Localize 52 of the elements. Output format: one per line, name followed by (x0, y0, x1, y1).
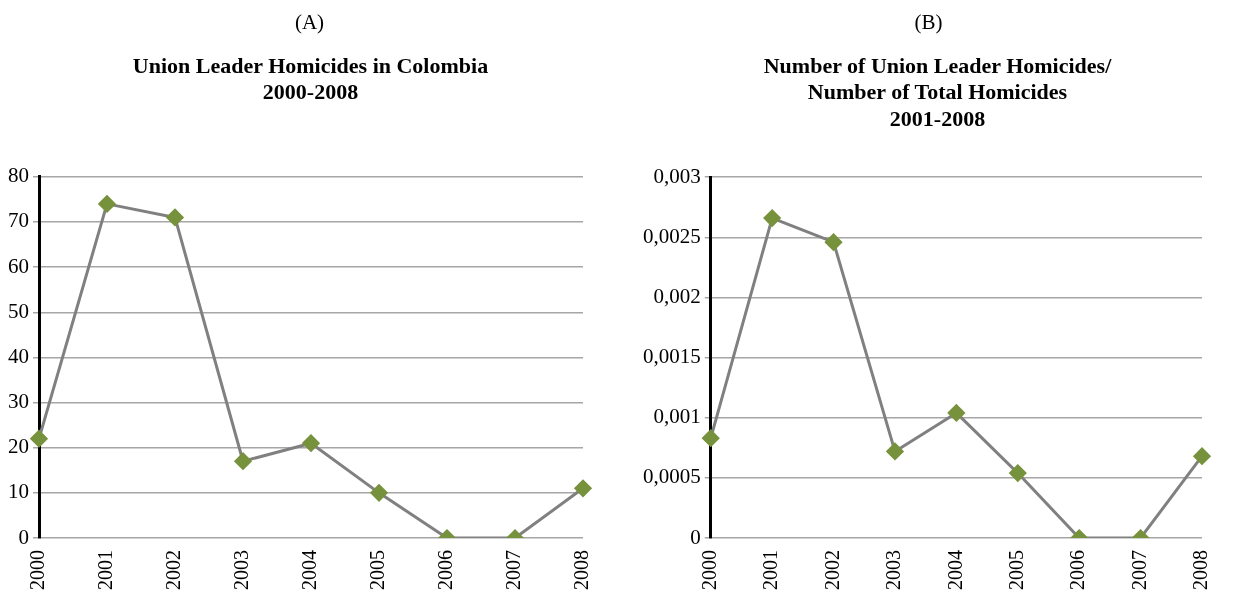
x-tick-label: 2005 (366, 550, 389, 590)
x-tick-label: 2004 (943, 550, 966, 590)
y-tick-label: 0,0015 (643, 344, 701, 369)
x-tick-label: 2007 (502, 550, 525, 590)
y-tick-label: 0,0025 (643, 223, 701, 248)
chart-title: Union Leader Homicides in Colombia 2000-2008 (132, 52, 489, 105)
x-tick-label: 2004 (298, 550, 321, 590)
x-tick-label: 2003 (882, 550, 905, 590)
point (574, 479, 592, 497)
x-tick-label: 2008 (570, 550, 593, 590)
x-tick-label: 2001 (759, 550, 782, 590)
y-tick-label: 20 (8, 434, 29, 459)
x-tick-label: 2007 (1127, 550, 1150, 590)
text: (A) (293, 9, 326, 36)
y-tick-label: 0,0005 (643, 464, 701, 489)
y-tick-label: 0 (18, 524, 29, 549)
x-tick-label: 2002 (162, 550, 185, 590)
chart-title: Number of Union Leader Homicides/ Number of Total Homicides 2001-2008 (763, 52, 1113, 131)
text: (B) (913, 9, 944, 36)
y-tick-label: 50 (8, 298, 29, 323)
point (825, 233, 843, 251)
x-tick-label: 2000 (26, 550, 49, 590)
x-tick-label: 2005 (1005, 550, 1028, 590)
y-tick-label: 40 (8, 343, 29, 368)
point (98, 195, 116, 213)
point (370, 484, 388, 502)
y-tick-label: 0,003 (653, 163, 701, 188)
y-tick-label: 70 (8, 208, 29, 233)
point (1193, 447, 1211, 465)
y-tick-label: 0,002 (653, 283, 701, 308)
y-tick-label: 0 (690, 524, 701, 549)
y-tick-label: 80 (8, 163, 29, 188)
x-tick-label: 2002 (820, 550, 843, 590)
point (30, 430, 48, 448)
point (886, 442, 904, 460)
x-tick-label: 2003 (230, 550, 253, 590)
point (763, 209, 781, 227)
point (166, 208, 184, 226)
x-tick-label: 2006 (1066, 550, 1089, 590)
x-tick-label: 2001 (94, 550, 117, 590)
x-tick-label: 2000 (698, 550, 720, 590)
y-tick-label: 0,001 (653, 404, 701, 429)
x-tick-label: 2008 (1189, 550, 1212, 590)
point (947, 404, 965, 422)
point (234, 452, 252, 470)
point (702, 429, 720, 447)
x-tick-label: 2006 (434, 550, 457, 590)
y-tick-label: 10 (8, 479, 29, 504)
y-tick-label: 30 (8, 389, 29, 414)
point (302, 434, 320, 452)
y-tick-label: 60 (8, 253, 29, 278)
point (1009, 464, 1027, 482)
